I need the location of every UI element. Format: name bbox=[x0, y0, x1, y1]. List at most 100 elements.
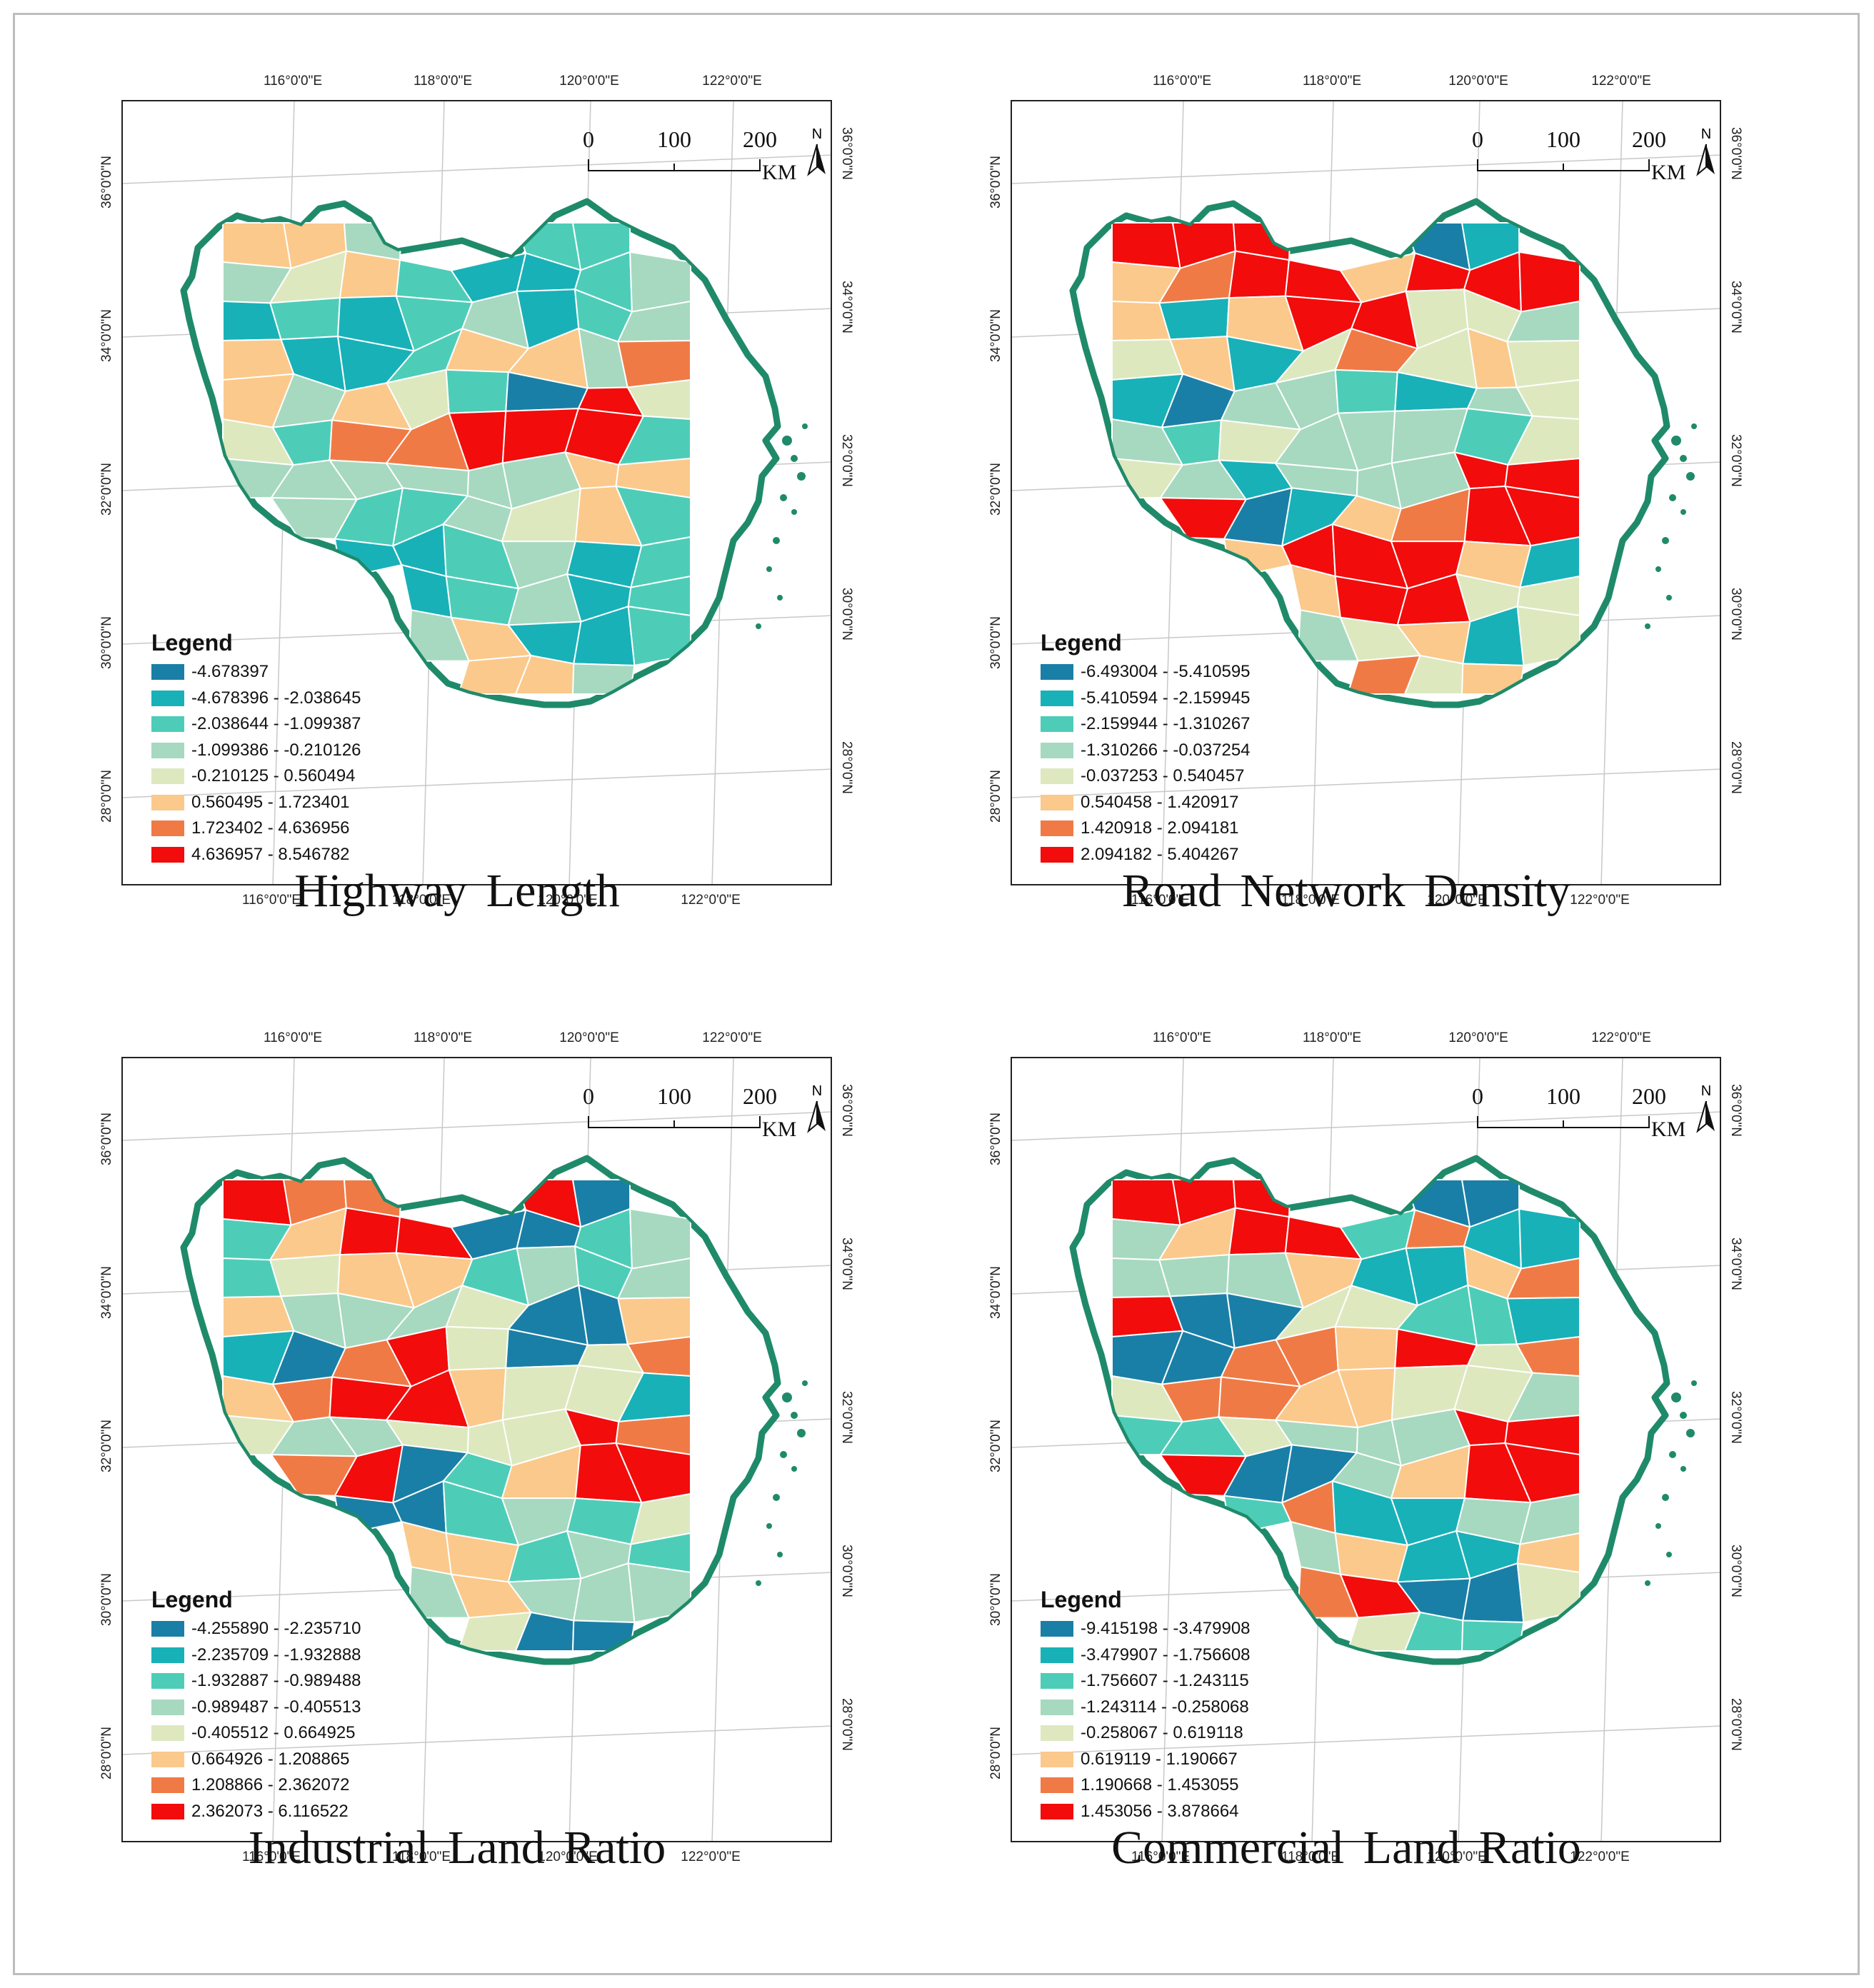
legend-item: -0.405512 - 0.664925 bbox=[151, 1720, 361, 1747]
legend-swatch bbox=[1041, 768, 1073, 785]
tick-label-top: 120°0'0"E bbox=[1448, 1030, 1508, 1045]
map-region bbox=[1506, 339, 1580, 388]
tick-label-left: 34°0'0"N bbox=[99, 309, 114, 362]
island-marker bbox=[782, 436, 792, 446]
legend-item: -6.493004 - -5.410595 bbox=[1041, 659, 1251, 686]
legend-item: -0.989487 - -0.405513 bbox=[151, 1695, 361, 1721]
legend-label: -1.310266 - -0.037254 bbox=[1081, 740, 1251, 760]
tick-label-bottom: 122°0'0"E bbox=[1570, 1849, 1630, 1864]
legend-label: -4.678396 - -2.038645 bbox=[191, 688, 361, 708]
tick-label-right: 28°0'0"N bbox=[839, 1698, 854, 1751]
legend-label: -1.932887 - -0.989488 bbox=[191, 1671, 361, 1691]
tick-label-right: 32°0'0"N bbox=[1728, 434, 1743, 487]
tick-label-top: 116°0'0"E bbox=[263, 1030, 323, 1045]
choropleth-map bbox=[1012, 1058, 1720, 1841]
island-marker bbox=[791, 455, 798, 462]
tick-label-left: 32°0'0"N bbox=[99, 1420, 114, 1472]
scale-bar-label: 100 bbox=[1546, 126, 1580, 152]
scale-bar-line bbox=[1477, 159, 1650, 171]
tick-label-left: 28°0'0"N bbox=[988, 1727, 1003, 1779]
tick-label-bottom: 118°0'0"E bbox=[391, 893, 451, 908]
legend-item: 0.560495 - 1.723401 bbox=[151, 790, 361, 816]
legend-item: -2.038644 - -1.099387 bbox=[151, 711, 361, 738]
legend-swatch bbox=[1041, 1647, 1073, 1663]
island-marker bbox=[802, 1380, 808, 1386]
legend-swatch bbox=[1041, 1751, 1073, 1767]
legend-item: -2.235709 - -1.932888 bbox=[151, 1642, 361, 1669]
map-region bbox=[1158, 297, 1231, 341]
map-region bbox=[1516, 1562, 1580, 1624]
map-region bbox=[1334, 368, 1398, 414]
tick-label-bottom: 116°0'0"E bbox=[1131, 893, 1191, 908]
tick-label-bottom: 116°0'0"E bbox=[1131, 1849, 1191, 1864]
map-region bbox=[1111, 1179, 1181, 1226]
legend-item: -5.410594 - -2.159945 bbox=[1041, 686, 1251, 712]
tick-label-right: 30°0'0"N bbox=[1728, 588, 1743, 641]
legend-label: 4.636957 - 8.546782 bbox=[191, 844, 350, 864]
legend-item: 2.362073 - 6.116522 bbox=[151, 1799, 361, 1825]
map-region bbox=[617, 339, 691, 388]
tick-label-top: 116°0'0"E bbox=[263, 74, 323, 89]
tick-label-top: 122°0'0"E bbox=[1591, 1030, 1651, 1045]
legend-swatch bbox=[151, 690, 184, 706]
tick-label-right: 36°0'0"N bbox=[1728, 127, 1743, 180]
tick-label-right: 36°0'0"N bbox=[839, 1084, 854, 1137]
island-marker bbox=[1671, 436, 1681, 446]
tick-label-top: 116°0'0"E bbox=[1152, 1030, 1212, 1045]
scale-bar-label: 100 bbox=[657, 1083, 691, 1109]
legend-item: 0.540458 - 1.420917 bbox=[1041, 790, 1251, 816]
tick-label-left: 34°0'0"N bbox=[988, 309, 1003, 362]
legend-swatch bbox=[151, 664, 184, 681]
legend-label: -0.258067 - 0.619118 bbox=[1081, 1723, 1243, 1743]
scale-bar-unit: KM bbox=[1651, 161, 1686, 184]
tick-label-right: 30°0'0"N bbox=[839, 588, 854, 641]
tick-label-bottom: 118°0'0"E bbox=[1281, 893, 1341, 908]
panel-title: Commercial Land Ratio bbox=[1111, 1822, 1581, 1874]
tick-label-right: 28°0'0"N bbox=[1728, 1698, 1743, 1751]
legend-swatch bbox=[1041, 690, 1073, 706]
island-marker bbox=[1680, 455, 1687, 462]
tick-label-right: 34°0'0"N bbox=[1728, 1238, 1743, 1290]
legend-label: 0.664926 - 1.208865 bbox=[191, 1749, 350, 1769]
figure-frame bbox=[13, 13, 1860, 1975]
map-region bbox=[445, 368, 509, 414]
island-marker bbox=[777, 1552, 783, 1557]
scale-bar-label: 0 bbox=[1472, 1083, 1483, 1109]
island-marker bbox=[791, 1466, 797, 1472]
tick-label-top: 120°0'0"E bbox=[559, 1030, 619, 1045]
scale-bar-unit: KM bbox=[762, 161, 797, 184]
island-marker bbox=[1691, 1380, 1697, 1386]
map-panel-industrial-land-ratio: 116°0'0"E 118°0'0"E 120°0'0"E 122°0'0"E 116°… bbox=[18, 975, 896, 1924]
island-marker bbox=[766, 1523, 772, 1529]
map-region bbox=[1228, 250, 1291, 299]
island-marker bbox=[797, 472, 806, 481]
island-marker bbox=[1686, 472, 1695, 481]
tick-label-bottom: 120°0'0"E bbox=[1427, 893, 1487, 908]
legend-label: -0.989487 - -0.405513 bbox=[191, 1697, 361, 1717]
panel-title: Highway Length bbox=[294, 865, 620, 917]
legend-swatch bbox=[151, 1803, 184, 1819]
legend-item: 1.190668 - 1.453055 bbox=[1041, 1772, 1251, 1799]
legend-swatch bbox=[1041, 1699, 1073, 1715]
legend-swatch bbox=[151, 716, 184, 733]
scale-bar: 0 100 200 KM bbox=[580, 126, 797, 191]
tick-label-left: 36°0'0"N bbox=[99, 156, 114, 209]
map-region bbox=[445, 1325, 509, 1371]
north-arrow-icon: N bbox=[1692, 123, 1720, 194]
panel-title: Road Network Density bbox=[1121, 865, 1571, 917]
legend-title: Legend bbox=[151, 1587, 233, 1612]
scale-bar-label: 200 bbox=[743, 1083, 777, 1109]
map-region bbox=[222, 1179, 292, 1226]
legend-item: 2.094182 - 5.404267 bbox=[1041, 842, 1251, 868]
legend-item: -0.258067 - 0.619118 bbox=[1041, 1720, 1251, 1747]
north-arrow-icon: N bbox=[803, 1080, 831, 1151]
tick-label-top: 118°0'0"E bbox=[1302, 74, 1362, 89]
island-marker bbox=[1691, 423, 1697, 429]
legend-item: 4.636957 - 8.546782 bbox=[151, 842, 361, 868]
map-region bbox=[571, 663, 636, 695]
north-label: N bbox=[812, 126, 822, 142]
north-label: N bbox=[1701, 126, 1711, 142]
island-marker bbox=[1645, 623, 1650, 629]
scale-bar-label: 100 bbox=[657, 126, 691, 152]
island-marker bbox=[1680, 1466, 1686, 1472]
